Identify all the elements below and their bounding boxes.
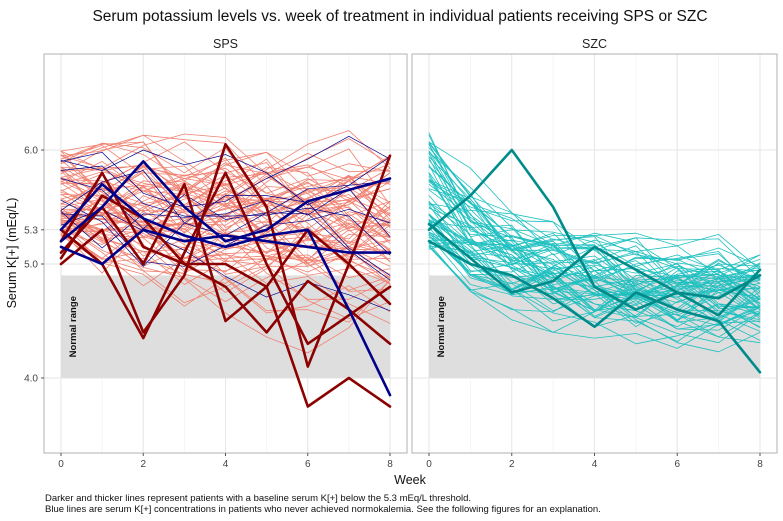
x-tick-label: 4 — [592, 459, 598, 470]
patient-line-thin — [60, 157, 391, 240]
patient-line-thick — [427, 222, 762, 300]
patient-line-thin — [428, 206, 761, 308]
series-group — [427, 132, 762, 374]
patient-line-thick — [59, 171, 392, 408]
patient-line-thin — [60, 228, 391, 320]
patient-line-thin — [428, 172, 761, 322]
chart-title: Serum potassium levels vs. week of treat… — [92, 8, 707, 25]
footnote-thick-lines: Darker and thicker lines represent patie… — [45, 493, 472, 504]
patient-line-thick — [427, 148, 762, 317]
patient-line-thick — [59, 194, 392, 346]
patient-line-thin — [428, 245, 761, 349]
x-axis-label: Week — [394, 473, 426, 487]
patient-line-thin — [428, 243, 761, 333]
patient-line-thick — [59, 143, 392, 368]
patient-line-thin — [428, 179, 761, 317]
panel-label: SZC — [582, 37, 607, 51]
patient-line-thin — [428, 222, 761, 338]
patient-line-thick — [427, 239, 762, 374]
x-tick-label: 0 — [426, 459, 432, 470]
patient-line-thin — [60, 141, 391, 223]
x-tick-label: 0 — [58, 459, 64, 470]
panel-label: SPS — [213, 37, 238, 51]
panel-sps: SPS Normal range 0 2 4 6 8 — [43, 33, 408, 470]
patient-line-never-thick — [59, 182, 392, 397]
y-axis-label: Serum K[+] (mEq/L) — [5, 198, 19, 309]
patient-line-thin — [428, 164, 761, 291]
patient-line-thin — [428, 166, 761, 309]
x-tick-label: 6 — [674, 459, 680, 470]
x-tick-label: 6 — [305, 459, 311, 470]
panel-strip — [412, 33, 777, 54]
patient-line-thin — [60, 166, 391, 220]
patient-line-thin — [428, 227, 761, 344]
patient-line-thin — [60, 130, 391, 230]
patient-line-thin — [60, 198, 391, 244]
patient-line-thin — [60, 220, 391, 354]
patient-line-thin — [428, 152, 761, 330]
patient-line-thin — [60, 167, 391, 239]
patient-line-thin — [60, 203, 391, 275]
patient-line-thin — [428, 165, 761, 311]
patient-line-thin — [60, 175, 391, 273]
normal-range-label: Normal range — [436, 296, 447, 357]
patient-line-never-thin — [60, 149, 391, 206]
footnote-blue-lines: Blue lines are serum K[+] concentrations… — [45, 504, 601, 515]
patient-line-thin — [60, 133, 391, 206]
patient-line-thin — [60, 192, 391, 248]
x-tick-label: 8 — [387, 459, 393, 470]
patient-line-thin — [428, 219, 761, 345]
patient-line-thin — [428, 246, 761, 322]
y-tick-label: 5.3 — [24, 225, 38, 236]
patient-line-thin — [60, 165, 391, 258]
y-tick-label: 4.0 — [24, 374, 38, 385]
patient-line-thin — [428, 179, 761, 344]
patient-line-thin — [428, 142, 761, 280]
patient-line-never-thin — [60, 195, 391, 276]
patient-line-thin — [428, 245, 761, 297]
x-tick-label: 8 — [757, 459, 763, 470]
patient-line-never-thick — [59, 160, 392, 243]
patient-line-thin — [60, 162, 391, 241]
panel-strip — [44, 33, 407, 54]
normal-range-label: Normal range — [68, 296, 79, 357]
patient-line-thin — [60, 142, 391, 226]
y-tick-label: 6.0 — [24, 146, 38, 157]
patient-line-never-thick — [59, 228, 392, 266]
patient-line-thick — [59, 182, 392, 323]
patient-line-thin — [428, 233, 761, 298]
patient-line-thin — [428, 152, 761, 295]
patient-line-never-thin — [60, 135, 391, 208]
x-tick-label: 2 — [140, 459, 146, 470]
patient-line-thin — [428, 141, 761, 271]
patient-line-thin — [428, 181, 761, 298]
x-tick-label: 4 — [223, 459, 229, 470]
patient-line-thin — [428, 159, 761, 305]
panel-szc: SZC Normal range 0 2 4 6 8 — [411, 33, 778, 470]
patient-line-thick — [59, 171, 392, 346]
y-tick-label: 5.0 — [24, 260, 38, 271]
patient-line-thin — [428, 220, 761, 300]
patient-line-never-thin — [60, 165, 391, 256]
x-tick-label: 2 — [509, 459, 515, 470]
patient-line-thin — [428, 235, 761, 312]
patient-line-thin — [60, 164, 391, 203]
patient-line-thin — [60, 181, 391, 260]
series-group — [59, 130, 392, 408]
patient-line-never-thin — [60, 208, 391, 312]
